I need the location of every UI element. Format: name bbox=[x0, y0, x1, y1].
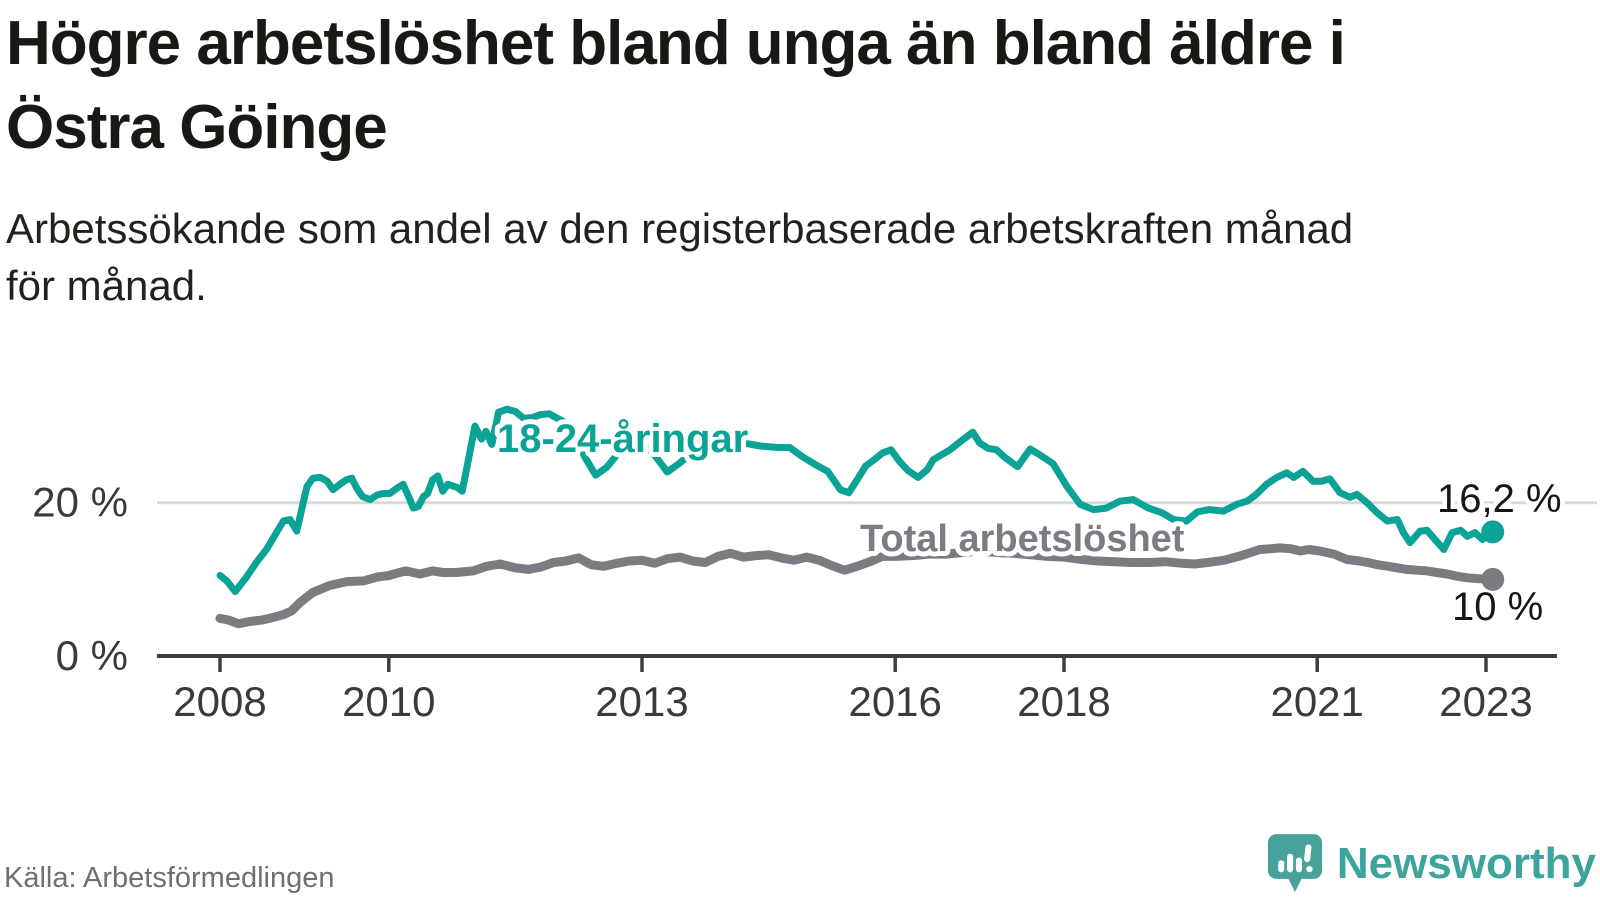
series-label-total: Total arbetslöshet bbox=[860, 518, 1185, 560]
end-value-label-youth: 16,2 % bbox=[1437, 477, 1562, 521]
end-dot-youth bbox=[1481, 520, 1505, 544]
chart-subtitle: Arbetssökande som andel av den registerb… bbox=[6, 200, 1586, 314]
end-dot-layer bbox=[1481, 520, 1505, 591]
x-tick-label: 2016 bbox=[848, 678, 941, 725]
end-value-label-total: 10 % bbox=[1452, 585, 1543, 629]
exclamation-bar bbox=[1303, 844, 1312, 863]
x-tick-label: 2023 bbox=[1439, 678, 1532, 725]
source-note: Källa: Arbetsförmedlingen bbox=[4, 862, 335, 894]
title-line-1: Högre arbetslöshet bland unga än bland ä… bbox=[6, 9, 1346, 78]
x-tick-label: 2013 bbox=[595, 678, 688, 725]
series-layer bbox=[215, 405, 1498, 629]
x-tick-label: 2021 bbox=[1270, 678, 1363, 725]
exclamation-dot bbox=[1306, 865, 1313, 873]
series-line-total bbox=[215, 543, 1498, 629]
axis-layer bbox=[157, 654, 1557, 672]
bar-2 bbox=[1286, 853, 1293, 873]
bar-3 bbox=[1295, 857, 1302, 873]
series-label-youth: 18-24-åringar bbox=[497, 417, 748, 461]
x-tick-label: 2010 bbox=[342, 678, 435, 725]
brand-footer: Newsworthy bbox=[1267, 832, 1596, 896]
page-title: Högre arbetslöshet bland unga än bland ä… bbox=[6, 2, 1586, 170]
newsworthy-logo-icon bbox=[1267, 834, 1322, 892]
y-tick-label: 0 % bbox=[56, 632, 128, 679]
brand-name: Newsworthy bbox=[1336, 839, 1596, 888]
speech-bubble-shape bbox=[1267, 834, 1322, 892]
y-tick-label: 20 % bbox=[32, 479, 128, 526]
subtitle-line-1: Arbetssökande som andel av den registerb… bbox=[6, 205, 1354, 252]
title-line-2: Östra Göinge bbox=[6, 93, 388, 162]
tick-label-layer: 2008 2010 2013 2016 2018 2021 2023 0 % 20 % bbox=[32, 479, 1532, 725]
subtitle-line-2: för månad. bbox=[6, 262, 207, 309]
series-line-youth bbox=[216, 405, 1497, 596]
x-tick-label: 2008 bbox=[173, 678, 266, 725]
end-dot-total bbox=[1481, 567, 1505, 591]
bar-1 bbox=[1278, 860, 1285, 873]
x-tick-label: 2018 bbox=[1017, 678, 1110, 725]
